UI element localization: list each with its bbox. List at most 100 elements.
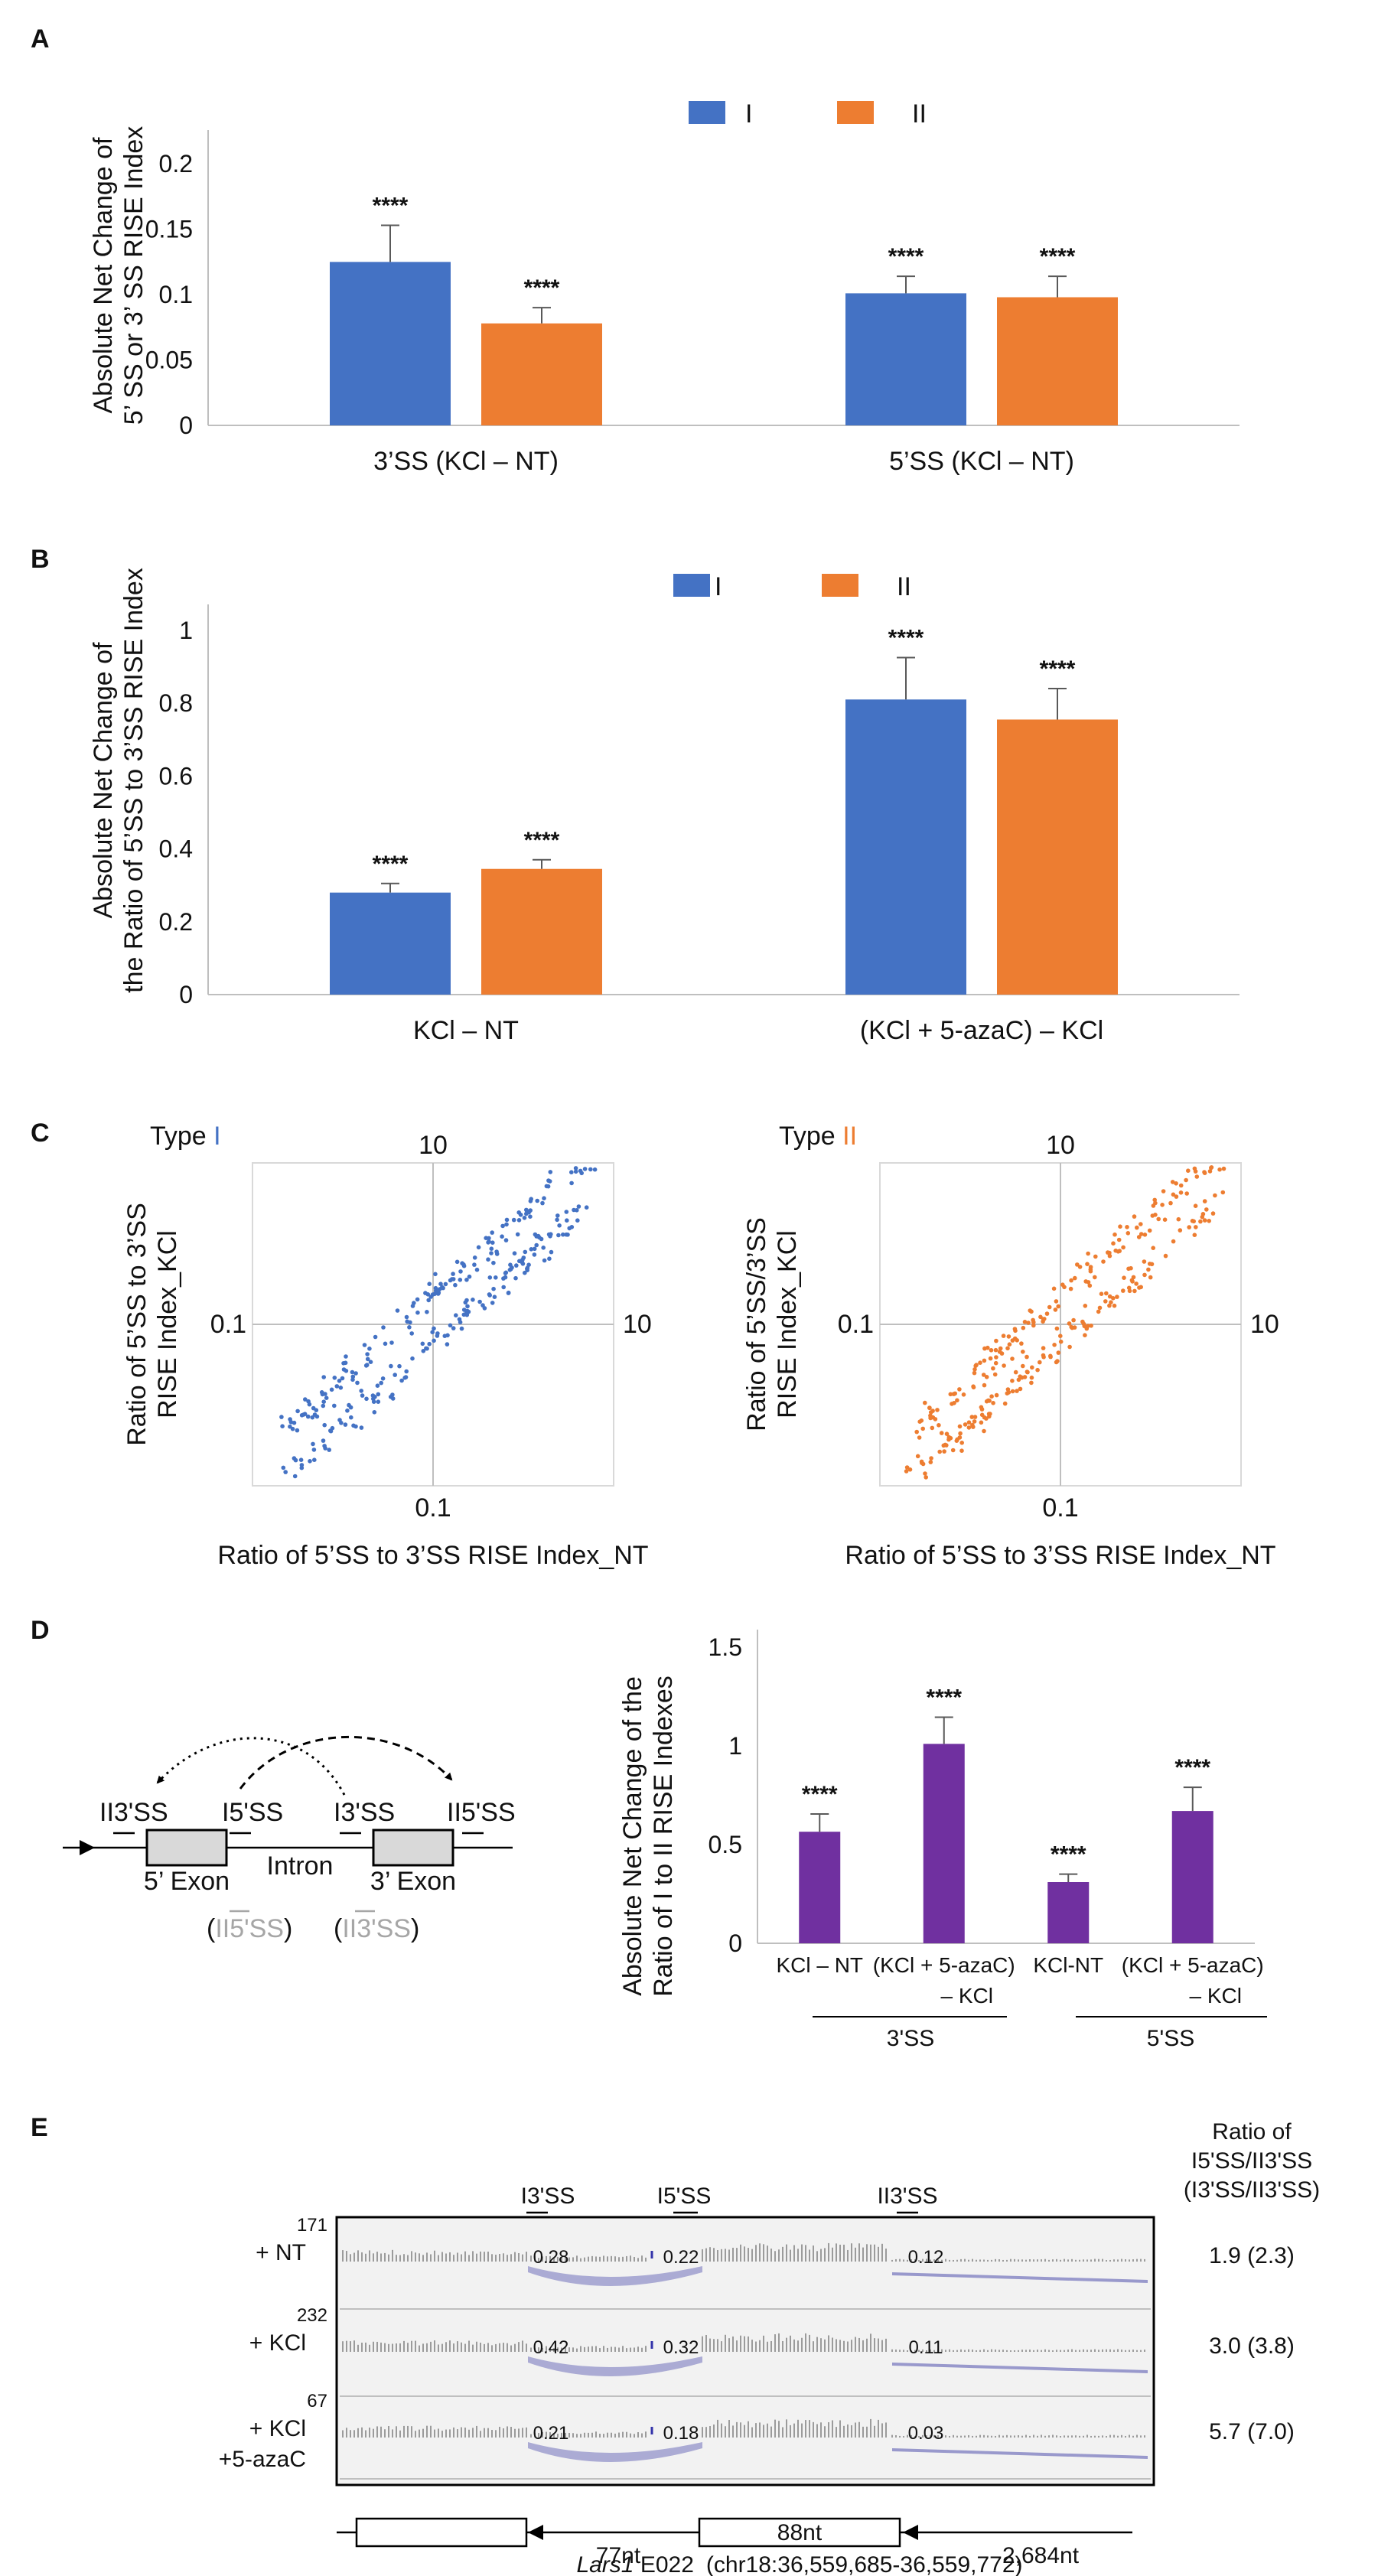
scatter-point (404, 1314, 409, 1320)
panel-b-legend: I II (673, 572, 911, 601)
scatter-point (982, 1358, 987, 1363)
scatter-point (359, 1389, 364, 1393)
panel-d-ylabel-line1: Absolute Net Change of the (618, 1676, 647, 1996)
paren-left: (II5'SS) (207, 1914, 292, 1943)
track-scale: 232 (297, 2305, 327, 2326)
scatter-point (448, 1323, 453, 1328)
scatter-point (290, 1426, 295, 1431)
scatter-point (978, 1360, 982, 1365)
bar-ii-1 (997, 719, 1118, 995)
gene-model-left-nt: 77nt (596, 2543, 641, 2568)
scatter-point (561, 1232, 565, 1237)
scatter-point (365, 1352, 370, 1356)
legend-swatch-ii (837, 101, 874, 124)
scatter-point (955, 1398, 959, 1403)
scatter-point (1207, 1169, 1213, 1174)
scatter-point (1162, 1217, 1168, 1222)
scatter-point (1056, 1350, 1061, 1355)
scatter-point (981, 1373, 986, 1377)
scatter-left-bottom-tick: 0.1 (415, 1493, 451, 1522)
label-intron: Intron (267, 1851, 334, 1881)
y-tick-label: 0 (179, 981, 193, 1008)
scatter-point (923, 1471, 927, 1476)
splice-site-diagram: II3'SS I5'SS I3'SS II5'SS 5’ Exon Intron… (63, 1735, 516, 1943)
scatter-point (1117, 1249, 1122, 1253)
scatter-point (321, 1375, 327, 1379)
junction-value-i3ss: 0.21 (533, 2423, 569, 2444)
scatter-point (1054, 1299, 1059, 1304)
exon-id: E022 (634, 2552, 693, 2576)
scatter-point (491, 1260, 496, 1265)
scatter-point (503, 1271, 508, 1275)
scatter-point (409, 1331, 414, 1336)
scatter-point (383, 1341, 388, 1347)
scatter-point (1142, 1233, 1148, 1237)
scatter-point (1156, 1216, 1161, 1222)
scatter-point (951, 1392, 956, 1396)
significance-label: **** (1174, 1755, 1210, 1780)
scatter-point (1038, 1360, 1042, 1365)
scatter-point (281, 1465, 286, 1470)
track-condition: + KCl (249, 2416, 306, 2441)
bar-ii-1 (997, 297, 1118, 425)
scatter-point (1082, 1324, 1087, 1329)
scatter-point (359, 1425, 364, 1430)
scatter-point (1010, 1389, 1015, 1394)
gene-model-right-nt: 2,684nt (1002, 2543, 1080, 2568)
scatter-point (991, 1366, 995, 1371)
site-label-i5ss: I5'SS (657, 2184, 712, 2209)
scatter-point (1104, 1291, 1109, 1296)
scatter-point (578, 1168, 583, 1174)
scatter-point (961, 1392, 966, 1397)
scatter-point (1186, 1168, 1191, 1173)
scatter-point (1087, 1283, 1093, 1288)
gene-model-exon-nt: 88nt (777, 2520, 823, 2545)
scatter-point (1187, 1225, 1191, 1229)
panel-c-letter: C (31, 1119, 50, 1148)
scatter-point (1147, 1262, 1152, 1266)
scatter-point (547, 1179, 552, 1184)
category-label: KCl – NT (413, 1016, 519, 1045)
scatter-point (1137, 1285, 1142, 1290)
scatter-point (1005, 1387, 1011, 1392)
scatter-point (451, 1326, 456, 1330)
scatter-point (427, 1281, 432, 1286)
scatter-point (573, 1169, 578, 1174)
scatter-point (376, 1392, 381, 1397)
scatter-point (529, 1197, 533, 1201)
panel-e-letter: E (31, 2113, 48, 2142)
scatter-point (556, 1233, 561, 1238)
scatter-point (461, 1263, 467, 1268)
scatter-point (546, 1232, 552, 1237)
gene-coords: (chr18:36,559,685-36,559,772) (706, 2552, 1023, 2576)
scatter-point (1112, 1303, 1117, 1308)
scatter-point (1089, 1324, 1093, 1328)
scatter-point (958, 1431, 963, 1436)
significance-label: **** (888, 244, 924, 269)
panel-b-ylabel-line2: the Ratio of 5’SS to 3’SS RISE Index (119, 568, 148, 993)
panel-a-ylabel-line2: 5’ SS or 3’ SS RISE Index (119, 126, 148, 425)
scatter-point (1171, 1239, 1176, 1244)
label-ii3ss: II3'SS (99, 1798, 168, 1827)
scatter-point (1054, 1326, 1060, 1331)
scatter-point (1031, 1320, 1036, 1324)
scatter-point (512, 1251, 517, 1255)
scatter-point (588, 1167, 593, 1172)
category-label: KCl-NT (1033, 1953, 1103, 1977)
scatter-left: Type I 10 10 0.1 0.1 Ratio of 5’SS to 3’… (122, 1122, 652, 1570)
scatter-point (929, 1456, 933, 1461)
scatter-point (298, 1457, 304, 1462)
scatter-point (1075, 1262, 1080, 1267)
scatter-point (399, 1378, 404, 1383)
scatter-point (501, 1285, 506, 1290)
scatter-point (1041, 1353, 1046, 1358)
scatter-point (390, 1392, 395, 1397)
scatter-point (992, 1372, 998, 1377)
scatter-point (458, 1278, 463, 1282)
scatter-point (549, 1249, 554, 1255)
scatter-left-title-type: I (213, 1122, 220, 1151)
scatter-left-xlabel: Ratio of 5’SS to 3’SS RISE Index_NT (217, 1541, 648, 1570)
scatter-point (1213, 1193, 1217, 1198)
scatter-point (341, 1367, 347, 1372)
scatter-point (1077, 1265, 1083, 1269)
